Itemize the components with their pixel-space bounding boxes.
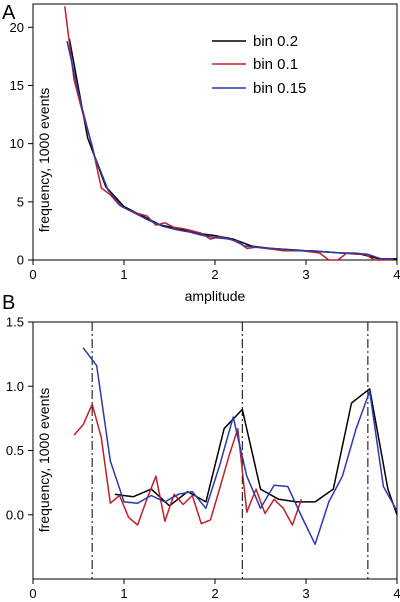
panel-a-x-axis-title: amplitude <box>185 288 246 304</box>
panel-b-frame <box>32 321 398 580</box>
panel-b-series <box>73 347 398 546</box>
series-line-1-2 <box>82 347 398 546</box>
panel-a-x-ticks: 0 1 2 3 4 <box>29 260 400 282</box>
legend-label-bin-0.1: bin 0.1 <box>253 56 298 73</box>
x-tick-label: 4 <box>393 267 400 282</box>
x-tick-label: 3 <box>302 267 309 282</box>
panel-b-x-ticks: 0 1 2 3 4 <box>29 579 400 601</box>
y-tick-label: 0.5 <box>6 443 24 458</box>
panel-a-label: A <box>2 2 16 24</box>
panel-a-y-ticks: 0 5 10 15 20 <box>10 20 33 268</box>
x-tick-label: 4 <box>393 586 400 601</box>
y-tick-label: 20 <box>10 20 24 35</box>
x-tick-label: 0 <box>29 586 36 601</box>
panel-b-label: B <box>2 292 15 314</box>
y-tick-label: 5 <box>17 194 24 209</box>
panel-a-series <box>64 6 397 261</box>
panel-a-y-axis-title: frequency, 1000 events <box>36 88 52 233</box>
x-tick-label: 2 <box>211 586 218 601</box>
y-tick-label: 0 <box>17 253 24 268</box>
legend: bin 0.2 bin 0.1 bin 0.15 <box>212 33 306 97</box>
x-tick-label: 1 <box>120 586 127 601</box>
y-tick-label: 1.0 <box>6 379 24 394</box>
legend-label-bin-0.2: bin 0.2 <box>253 33 298 50</box>
legend-label-bin-0.15: bin 0.15 <box>253 80 306 97</box>
x-tick-label: 1 <box>120 267 127 282</box>
y-tick-label: 1.5 <box>6 315 24 330</box>
series-line-0-0 <box>68 38 397 260</box>
y-tick-label: 15 <box>10 78 24 93</box>
x-tick-label: 3 <box>302 586 309 601</box>
series-line-0-1 <box>64 6 393 261</box>
series-line-1-0 <box>114 388 398 516</box>
x-tick-label: 2 <box>211 267 218 282</box>
panel-b-y-axis-title: frequency, 1000 events <box>36 388 52 533</box>
series-line-1-1 <box>73 403 303 526</box>
y-tick-label: 10 <box>10 136 24 151</box>
panel-b-reference-lines <box>91 322 369 579</box>
y-tick-label: 0.0 <box>6 507 24 522</box>
panel-b-y-ticks: 0.0 0.5 1.0 1.5 <box>6 315 33 522</box>
series-line-0-2 <box>66 41 395 260</box>
x-tick-label: 0 <box>29 267 36 282</box>
